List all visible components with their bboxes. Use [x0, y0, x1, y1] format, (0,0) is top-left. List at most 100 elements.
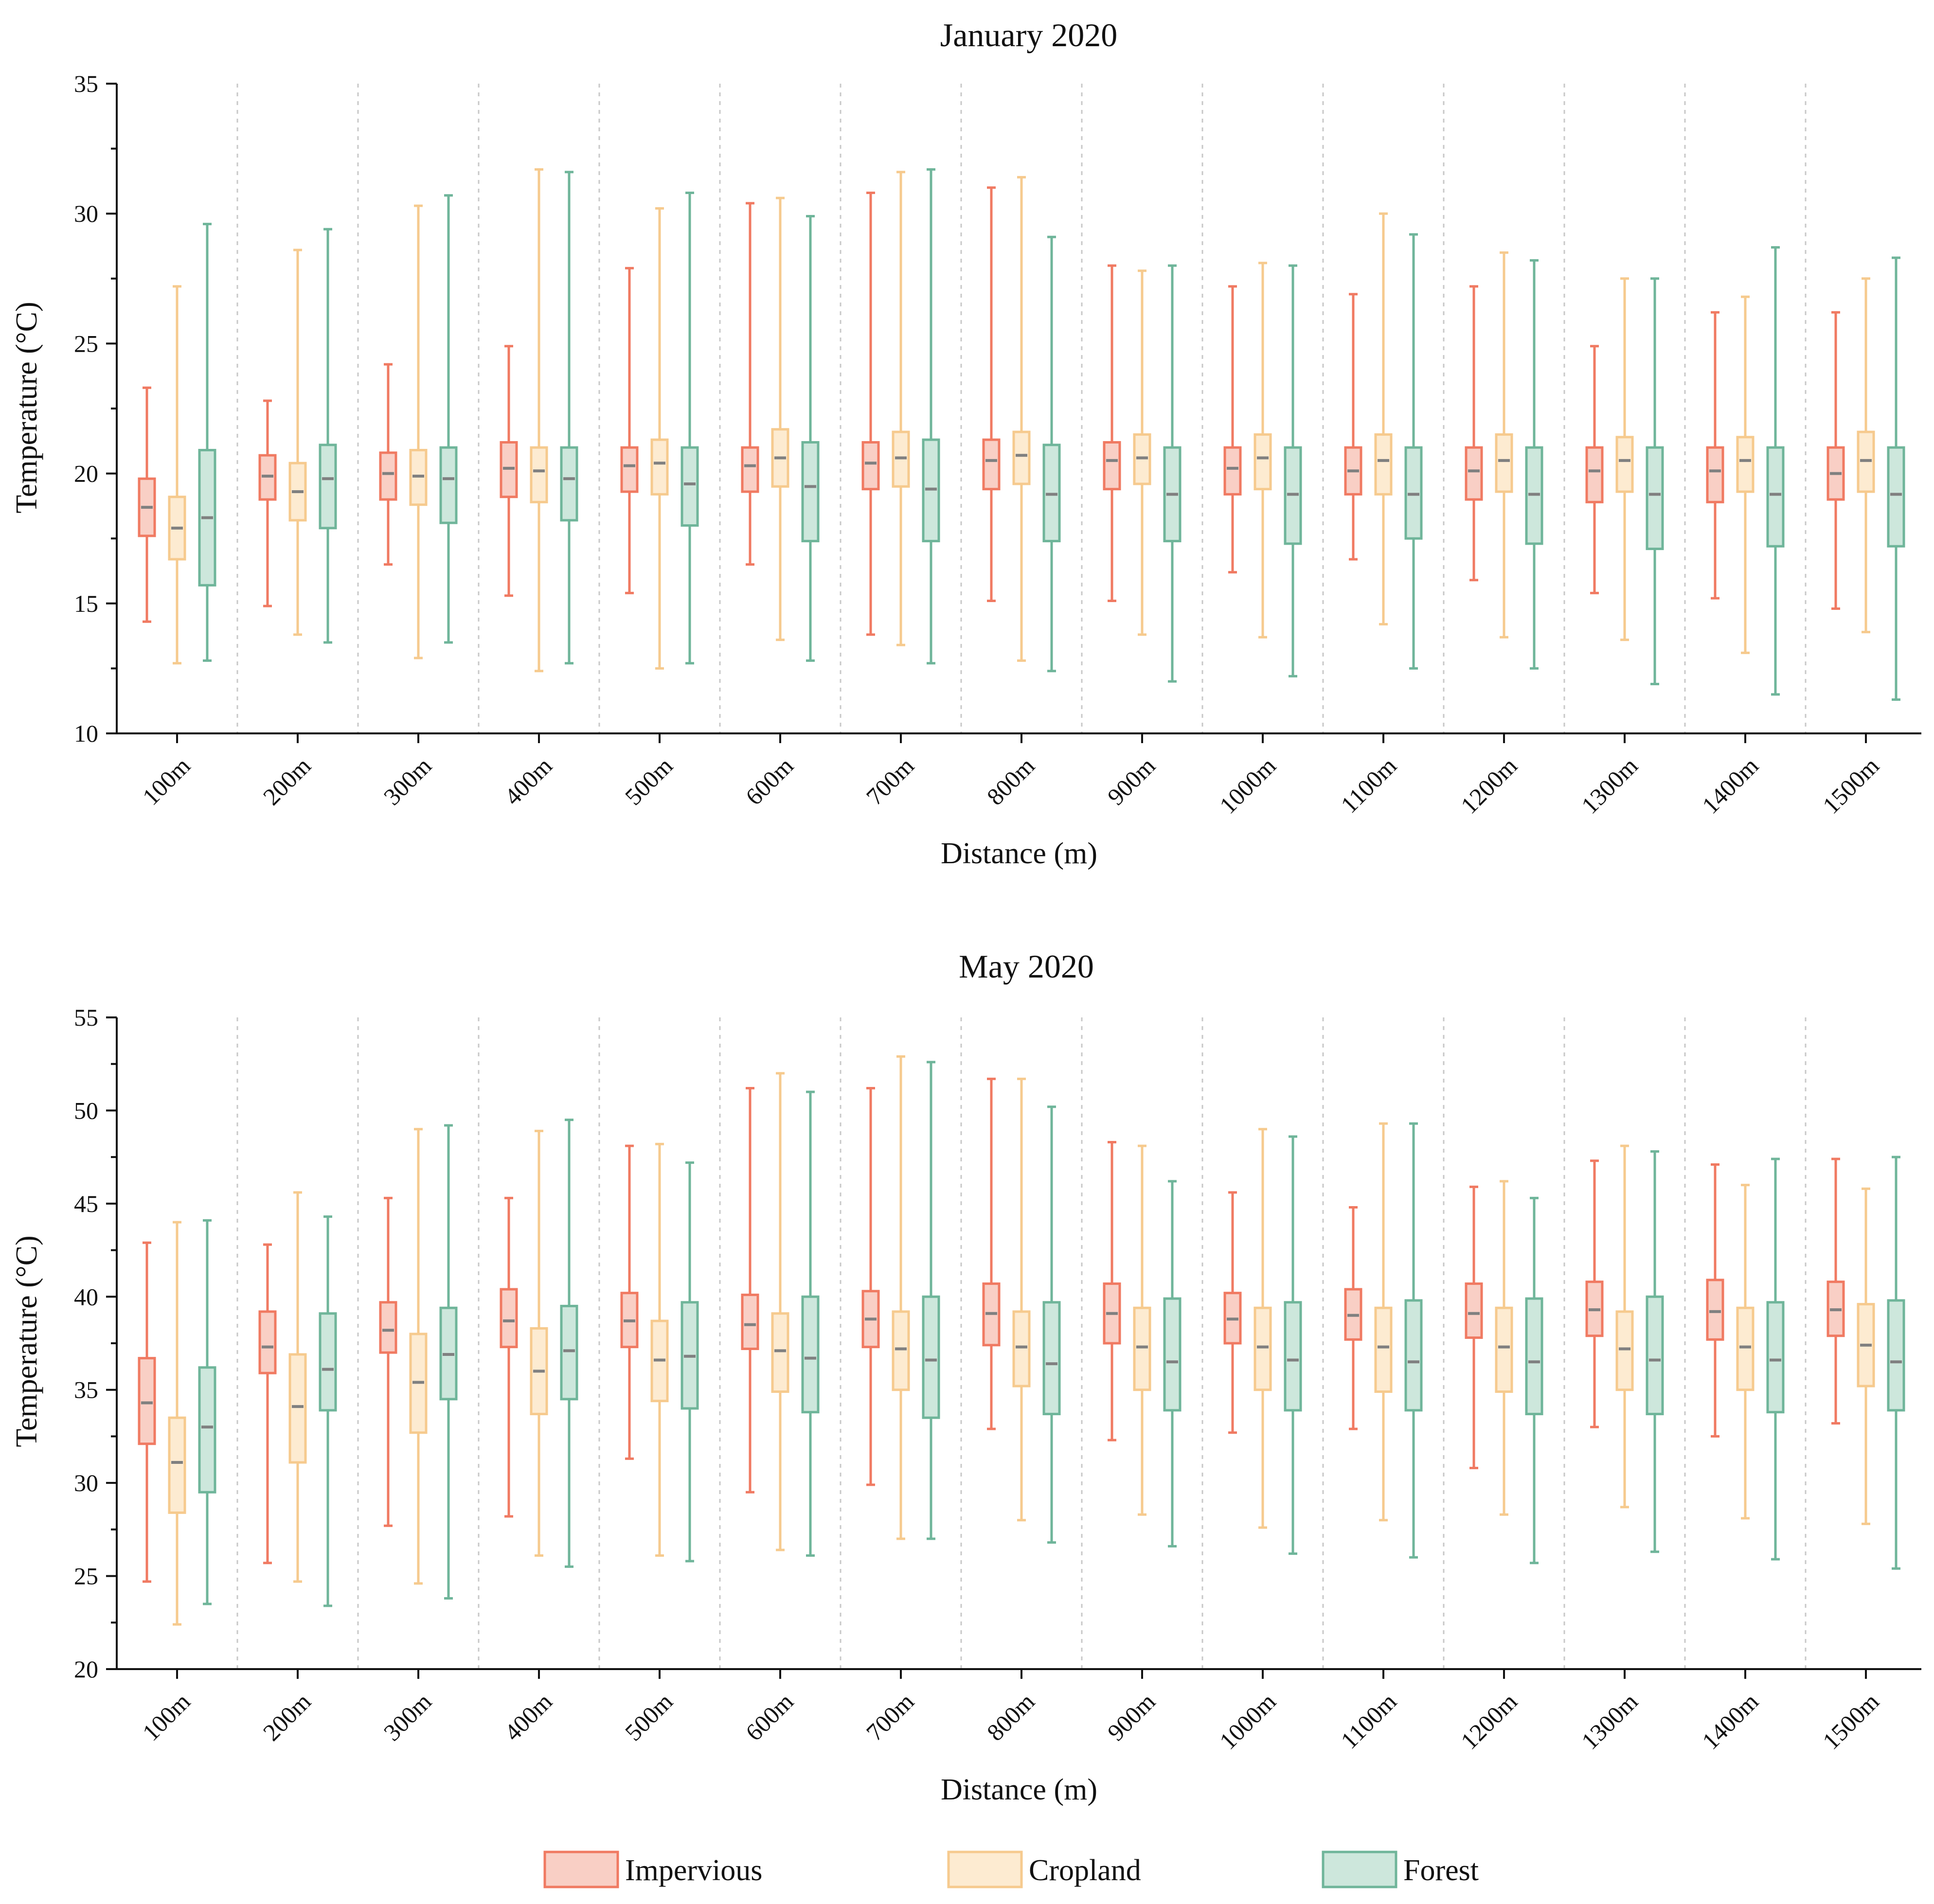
y-tick-label: 40: [74, 1283, 98, 1310]
x-tick-label: 900m: [1102, 752, 1161, 810]
iqr-box: [1706, 1279, 1724, 1341]
iqr-box: [741, 1293, 759, 1350]
y-tick-label: 10: [74, 720, 98, 747]
box-forest: [439, 194, 458, 644]
iqr-box: [1012, 430, 1031, 485]
y-tick-label: 30: [74, 1469, 98, 1496]
iqr-box: [1374, 433, 1393, 496]
iqr-box: [1254, 1306, 1272, 1391]
box-forest: [1163, 264, 1182, 683]
iqr-box: [922, 1295, 940, 1419]
x-tick-label: 700m: [861, 752, 919, 810]
box-forest: [801, 215, 820, 662]
box-impervious: [620, 1144, 639, 1460]
box-cropland: [1495, 1180, 1513, 1516]
y-tick-label: 55: [74, 1004, 98, 1031]
iqr-box: [439, 446, 458, 524]
x-tick-label: 400m: [499, 1688, 557, 1746]
iqr-box: [1374, 1306, 1393, 1393]
box-cropland: [1736, 295, 1755, 654]
x-axis-title-may: Distance (m): [941, 1773, 1097, 1806]
box-impervious: [1827, 1157, 1845, 1425]
box-forest: [1284, 264, 1302, 677]
iqr-box: [560, 1304, 578, 1401]
iqr-box: [620, 446, 639, 493]
x-tick-label: 1200m: [1455, 752, 1522, 819]
x-tick-label: 1500m: [1817, 1688, 1884, 1755]
x-tick-label: 500m: [620, 752, 678, 810]
iqr-box: [771, 1312, 789, 1393]
x-tick-label: 1000m: [1214, 1688, 1281, 1755]
box-forest: [680, 191, 699, 665]
box-forest: [1042, 235, 1061, 673]
iqr-box: [801, 1295, 820, 1414]
box-cropland: [650, 1142, 669, 1557]
box-impervious: [1465, 285, 1483, 582]
box-cropland: [288, 1191, 307, 1583]
y-tick-label: 35: [74, 1376, 98, 1404]
x-tick-label: 1000m: [1214, 752, 1281, 819]
y-axis-title-january: Temperature (°C): [10, 302, 43, 513]
box-impervious: [861, 191, 880, 636]
box-cropland: [409, 204, 428, 659]
box-impervious: [1344, 293, 1362, 561]
iqr-box: [288, 1353, 307, 1464]
legend: Impervious Cropland Forest: [543, 1851, 1479, 1888]
x-tick-label: 700m: [861, 1688, 919, 1746]
iqr-box: [1465, 1282, 1483, 1339]
box-forest: [1887, 256, 1905, 701]
iqr-box: [801, 441, 820, 543]
box-forest: [801, 1090, 820, 1557]
box-impervious: [138, 1241, 156, 1583]
iqr-box: [1887, 1299, 1905, 1412]
x-tick-label: 1300m: [1576, 752, 1643, 819]
box-cropland: [1857, 1187, 1875, 1525]
iqr-box: [982, 438, 1001, 491]
box-cropland: [1495, 251, 1513, 639]
box-cropland: [530, 168, 548, 673]
box-cropland: [288, 249, 307, 636]
iqr-box: [1254, 433, 1272, 491]
box-impervious: [1465, 1185, 1483, 1470]
box-cropland: [771, 196, 789, 641]
box-cropland: [1374, 212, 1393, 626]
iqr-box: [1615, 436, 1634, 493]
box-forest: [922, 168, 940, 665]
box-cropland: [1254, 262, 1272, 639]
box-cropland: [771, 1072, 789, 1551]
box-forest: [198, 223, 216, 662]
box-forest: [560, 171, 578, 665]
iqr-box: [560, 446, 578, 522]
box-impervious: [982, 1077, 1001, 1430]
iqr-box: [379, 1301, 397, 1354]
x-tick-label: 600m: [740, 752, 799, 810]
iqr-box: [1646, 1295, 1664, 1415]
box-cropland: [1857, 277, 1875, 634]
iqr-box: [168, 1416, 186, 1514]
x-tick-label: 300m: [378, 752, 437, 810]
x-tick-label: 800m: [982, 752, 1040, 810]
box-impervious: [258, 399, 277, 607]
box-forest: [319, 1215, 337, 1607]
x-tick-label: 1300m: [1576, 1688, 1643, 1755]
box-cropland: [409, 1128, 428, 1585]
box-impervious: [500, 1196, 518, 1518]
x-tick-label: 1400m: [1697, 752, 1764, 819]
box-impervious: [620, 267, 639, 594]
iqr-box: [1646, 446, 1664, 551]
legend-swatch-impervious: [543, 1851, 619, 1888]
iqr-box: [1585, 446, 1604, 503]
x-tick-label: 1500m: [1817, 752, 1884, 819]
iqr-box: [1887, 446, 1905, 548]
x-tick-label: 1400m: [1697, 1688, 1764, 1755]
box-cropland: [1615, 1144, 1634, 1509]
y-tick-label: 20: [74, 460, 98, 487]
group-separators-may: [236, 1017, 1807, 1669]
iqr-box: [1525, 1297, 1543, 1415]
x-tick-label: 900m: [1102, 1688, 1161, 1746]
box-forest: [1646, 277, 1664, 685]
box-impervious: [1103, 264, 1121, 602]
iqr-box: [319, 444, 337, 530]
box-forest: [680, 1161, 699, 1563]
box-impervious: [1706, 311, 1724, 600]
